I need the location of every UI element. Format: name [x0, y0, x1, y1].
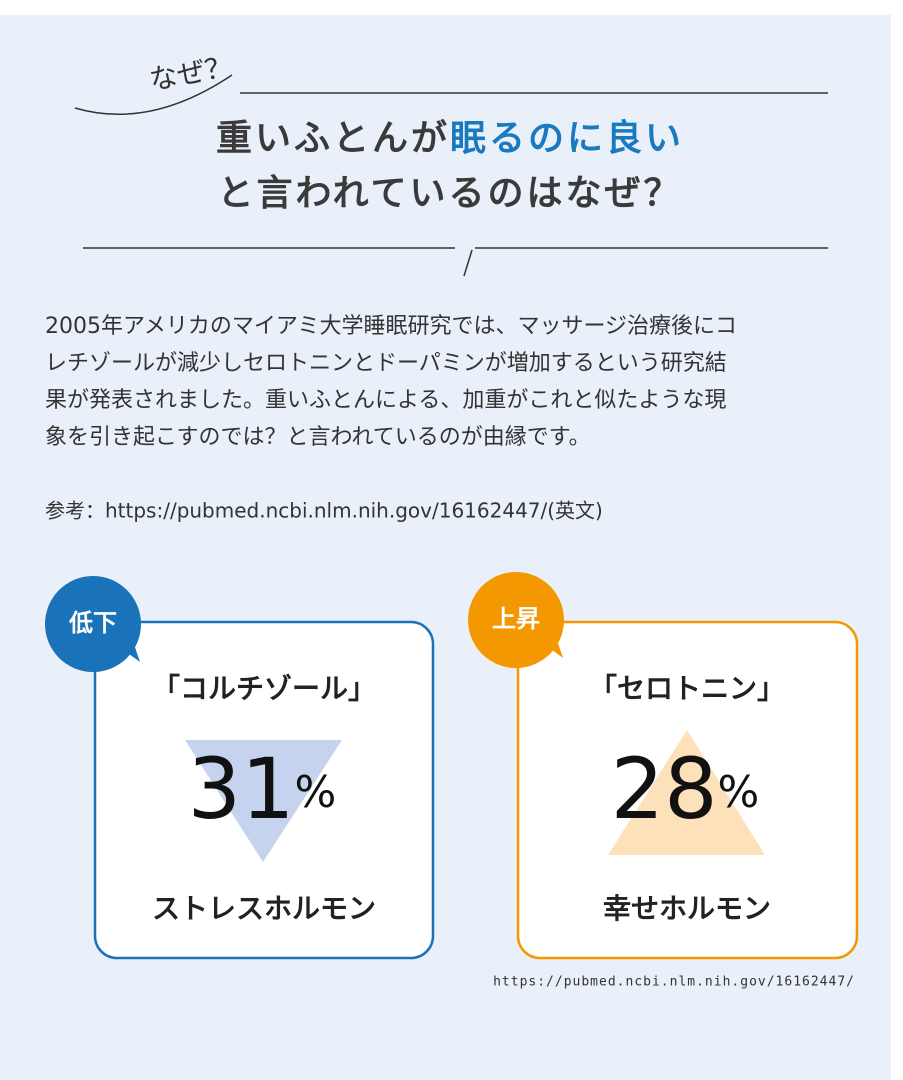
- divider-slash: [463, 249, 473, 277]
- decrease-triangle: [185, 740, 342, 862]
- title-highlight: 眠るのに良い: [450, 118, 684, 159]
- badge-label: 上昇: [492, 605, 540, 633]
- badge: [45, 576, 141, 672]
- eyebrow-curve: [74, 74, 233, 116]
- paragraph-line: レチゾールが減少しセロトニンとドーパミンが増加するという研究結: [45, 351, 727, 376]
- increase-triangle: [608, 730, 765, 855]
- card-value: 31%: [188, 740, 337, 838]
- card-value: 28%: [611, 740, 760, 838]
- unit: %: [718, 767, 760, 818]
- card-caption: ストレスホルモン: [152, 892, 376, 925]
- card-name: 「コルチゾール」: [152, 672, 376, 705]
- title-line-2: と言われているのはなぜ？: [217, 173, 682, 214]
- paragraph-line: 2005年アメリカのマイアミ大学睡眠研究では、マッサージ治療後にコ: [45, 314, 737, 339]
- badge: [468, 572, 564, 668]
- unit: %: [295, 767, 337, 818]
- paragraph-line: 果が発表されました。重いふとんによる、加重がこれと似たような現: [45, 388, 726, 413]
- paragraph-line: 象を引き起こすのでは？と言われているのが由縁です。: [45, 425, 591, 450]
- badge-label: 低下: [68, 609, 117, 637]
- source: https://pubmed.ncbi.nlm.nih.gov/16162447…: [493, 975, 855, 990]
- reference: 参考：https://pubmed.ncbi.nlm.nih.gov/16162…: [45, 499, 603, 523]
- title-line-1: 重いふとんが眠るのに良い: [216, 118, 684, 159]
- title-plain: 重いふとんが: [216, 118, 450, 159]
- value: 28: [611, 740, 718, 838]
- paragraph: 2005年アメリカのマイアミ大学睡眠研究では、マッサージ治療後にコレチゾールが減…: [45, 314, 737, 450]
- card-caption: 幸せホルモン: [603, 892, 771, 925]
- card-name: 「セロトニン」: [589, 672, 785, 705]
- value: 31: [188, 740, 295, 838]
